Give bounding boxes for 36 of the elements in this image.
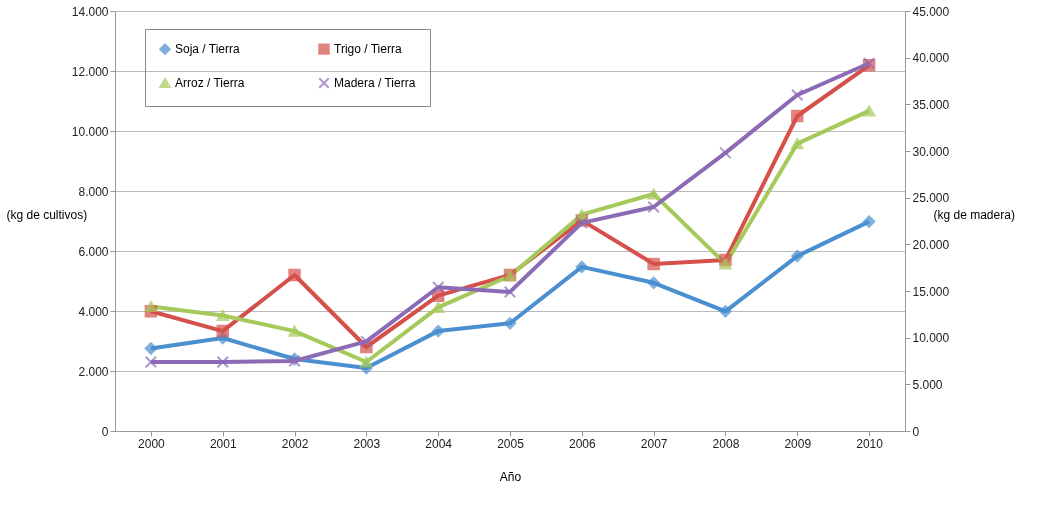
y2-tick-label: 40.000	[912, 51, 950, 66]
y-tick-label: 2.000	[78, 364, 109, 379]
x-tick-label: 2003	[353, 436, 381, 451]
x-tick-label: 2006	[568, 436, 596, 451]
y-axis-title: (kg de cultivos)	[6, 207, 88, 222]
y2-tick-label: 10.000	[912, 331, 950, 346]
y-tick-label: 12.000	[71, 64, 109, 79]
y2-axis-title: (kg de madera)	[933, 207, 1015, 222]
x-tick-label: 2002	[281, 436, 309, 451]
legend-label: Trigo / Tierra	[334, 42, 402, 57]
y-tick-label: 6.000	[78, 244, 109, 259]
x-tick-label: 2001	[209, 436, 237, 451]
legend-label: Madera / Tierra	[334, 76, 416, 90]
y2-tick-label: 30.000	[912, 144, 950, 159]
y2-tick-label: 20.000	[912, 237, 950, 252]
y2-tick-label: 15.000	[912, 284, 950, 299]
x-tick-label: 2007	[640, 436, 668, 451]
y-tick-label: 8.000	[78, 184, 109, 199]
legend-label: Soja / Tierra	[175, 42, 241, 57]
y-tick-label: 4.000	[78, 304, 109, 319]
x-tick-label: 2004	[425, 436, 453, 451]
y-tick-label: 10.000	[71, 124, 109, 139]
legend-label: Arroz / Tierra	[175, 76, 245, 90]
x-tick-label: 2005	[497, 436, 525, 451]
y2-tick-label: 5.000	[912, 377, 943, 392]
y2-tick-label: 45.000	[912, 4, 950, 19]
y2-tick-label: 35.000	[912, 97, 950, 112]
x-tick-label: 2010	[856, 436, 884, 451]
x-tick-label: 2008	[712, 436, 740, 451]
x-axis-title: Año	[499, 469, 522, 484]
y-tick-label: 14.000	[71, 4, 109, 19]
x-tick-label: 2009	[784, 436, 812, 451]
y2-tick-label: 0	[912, 424, 920, 439]
y2-tick-label: 25.000	[912, 191, 950, 206]
y-tick-label: 0	[101, 424, 109, 439]
x-tick-label: 2000	[138, 436, 166, 451]
